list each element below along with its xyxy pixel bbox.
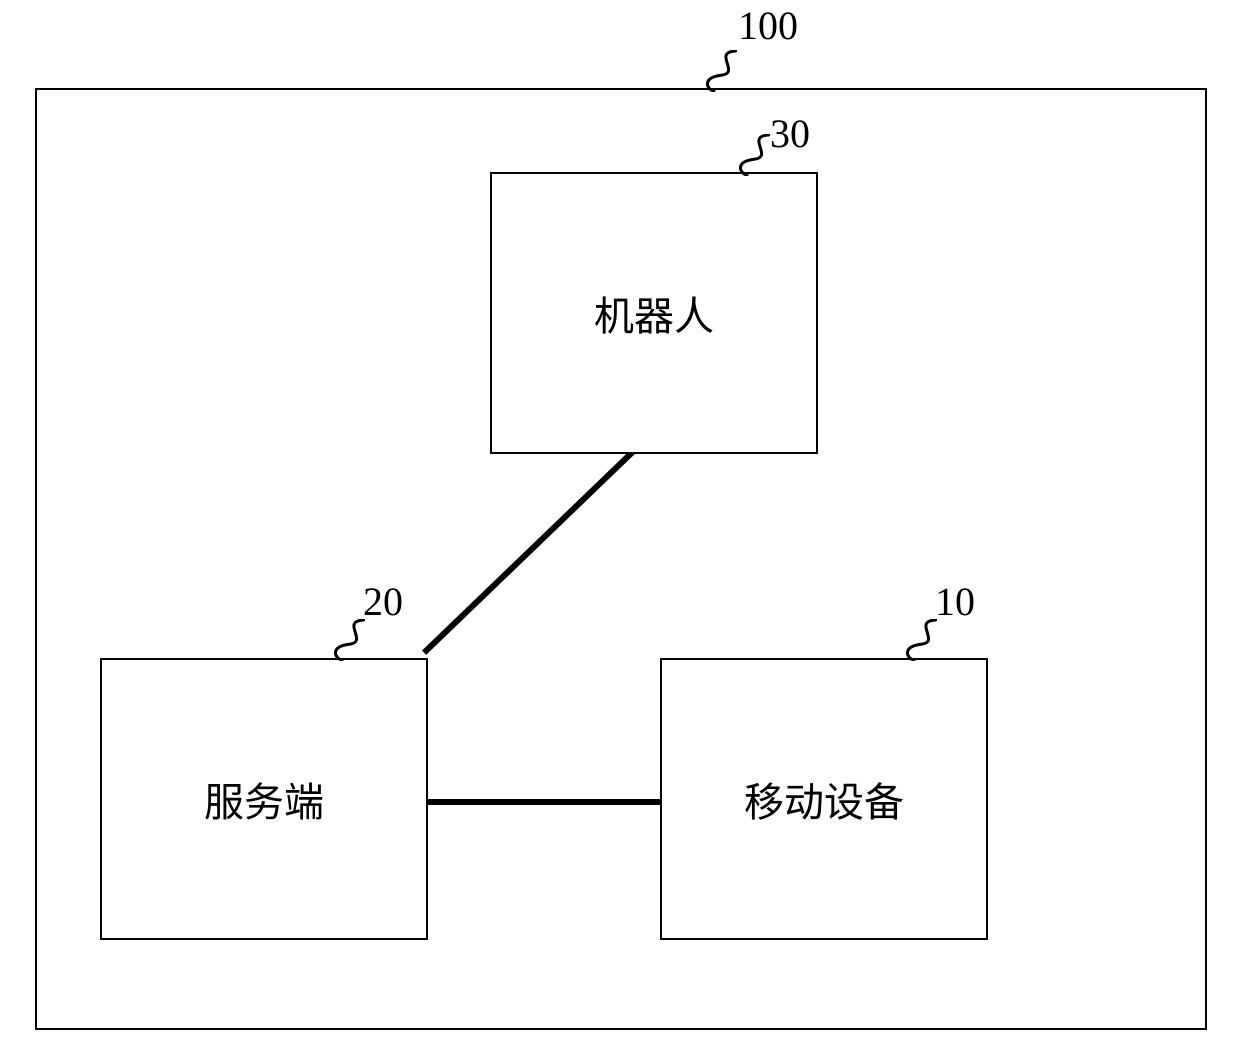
edge-server-mobile	[428, 799, 660, 805]
node-label-mobile: 移动设备	[744, 770, 904, 828]
ref-server: 20	[363, 578, 403, 625]
ref-outer: 100	[738, 2, 798, 49]
node-label-server: 服务端	[204, 770, 324, 828]
ref-mobile: 10	[935, 578, 975, 625]
node-server: 服务端	[100, 658, 428, 940]
diagram-canvas: 100 机器人 30 服务端 20 移动设备 10	[0, 0, 1240, 1059]
ref-robot: 30	[770, 110, 810, 157]
node-robot: 机器人	[490, 172, 818, 454]
node-mobile: 移动设备	[660, 658, 988, 940]
node-label-robot: 机器人	[594, 284, 714, 342]
